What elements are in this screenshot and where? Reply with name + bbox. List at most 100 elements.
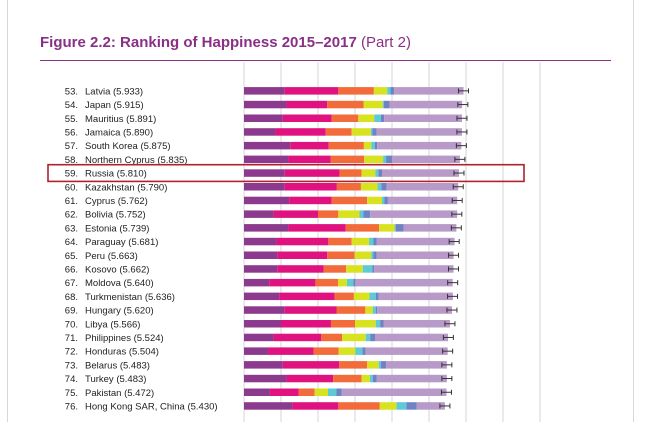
bar-segment [244, 224, 289, 232]
page-border-left [7, 0, 8, 422]
bar-segment [379, 402, 397, 410]
country-label: Hungary (5.620) [85, 306, 154, 317]
bar-segment [372, 128, 377, 136]
bar-segment [244, 292, 280, 301]
bar-segment [363, 100, 383, 109]
bar-segment [244, 374, 287, 383]
bar-segment [374, 114, 381, 122]
bar-segment [387, 196, 458, 205]
bar-segment [279, 292, 335, 301]
bar-segment [361, 374, 370, 383]
bar-segment [373, 251, 377, 259]
country-label: Pakistan (5.472) [85, 388, 154, 399]
bar-segment [380, 361, 387, 369]
bar-segment [387, 87, 391, 95]
bar-segment [370, 128, 373, 136]
bar-segment [354, 251, 372, 259]
bar-segment [289, 196, 332, 205]
bar-segment [244, 141, 291, 150]
bar-segment [244, 155, 289, 164]
country-label: Belarus (5.483) [85, 360, 150, 371]
rank-label: 62. [65, 210, 78, 221]
highlight-box [47, 163, 525, 183]
bar-segment [269, 388, 299, 396]
country-label: Honduras (5.504) [85, 347, 159, 358]
bar-segment [244, 306, 285, 314]
bar-segment [338, 87, 374, 95]
bar-segment [284, 306, 337, 314]
country-label: Hong Kong SAR, China (5.430) [85, 401, 218, 412]
bar-segment [372, 306, 376, 314]
bar-segment [273, 210, 318, 218]
rank-label: 75. [65, 388, 78, 399]
bar-segment [380, 114, 385, 122]
rank-label: 65. [65, 251, 78, 262]
bar-segment [363, 141, 372, 150]
bar-segment [338, 210, 360, 218]
title-rule [40, 60, 611, 61]
bar-segment [339, 361, 368, 369]
bar-segment [358, 114, 375, 122]
bar-segment [370, 333, 376, 342]
bar-segment [374, 265, 454, 273]
bar-segment [338, 402, 380, 410]
bar-segment [406, 402, 417, 410]
bar-segment [371, 251, 374, 259]
bar-segment [318, 210, 339, 218]
rank-label: 60. [65, 182, 78, 193]
bar-segment [376, 374, 447, 383]
bar-segment [282, 114, 332, 122]
bar-segment [331, 114, 359, 122]
figure-title-main: Figure 2.2: Ranking of Happiness 2015–20… [40, 34, 357, 51]
bar-segment [394, 224, 396, 232]
bar-segment [336, 183, 361, 191]
bar-segment [378, 169, 383, 177]
bar-segment [346, 265, 363, 273]
bar-segment [351, 128, 371, 136]
bar-segment [361, 169, 376, 177]
bar-segment [244, 128, 276, 136]
bar-segment [382, 169, 459, 177]
bar-segment [373, 87, 388, 95]
bar-segment [416, 402, 445, 410]
bar-segment [376, 237, 455, 246]
bar-segment [364, 155, 384, 164]
bar-segment [389, 100, 463, 109]
bar-segment [323, 265, 347, 273]
bar-segment [395, 224, 404, 232]
bar-segment [346, 278, 354, 287]
bar-segment [315, 278, 338, 287]
bar-segment [328, 141, 364, 150]
country-label: Moldova (5.640) [85, 278, 154, 289]
bar-segment [244, 100, 287, 109]
bar-segment [273, 333, 322, 342]
country-label: Japan (5.915) [85, 100, 144, 111]
bar-segment [374, 141, 378, 150]
country-label: Turkey (5.483) [85, 374, 146, 385]
rank-label: 69. [65, 306, 78, 317]
bar-segment [244, 210, 274, 218]
bar-segment [372, 374, 377, 383]
bar-segment [244, 237, 277, 246]
bar-segment [384, 114, 462, 122]
bar-segment [396, 402, 407, 410]
bar-segment [369, 374, 373, 383]
bar-segment [365, 347, 448, 355]
rank-label: 73. [65, 360, 78, 371]
country-label: Bolivia (5.752) [85, 210, 146, 221]
bar-segment [383, 320, 450, 328]
rank-label: 58. [65, 155, 78, 166]
bar-segment [381, 183, 387, 191]
bar-segment [367, 361, 379, 369]
rank-label: 57. [65, 141, 78, 152]
bar-segment [365, 333, 371, 342]
bar-segment [351, 237, 370, 246]
bar-segment [384, 196, 388, 205]
bar-segment [369, 292, 376, 301]
bar-segment [328, 237, 352, 246]
rank-label: 67. [65, 278, 78, 289]
bar-segment [288, 155, 331, 164]
bar-segment [333, 374, 362, 383]
bar-segment [284, 87, 339, 95]
country-label: Kazakhstan (5.790) [85, 182, 167, 193]
